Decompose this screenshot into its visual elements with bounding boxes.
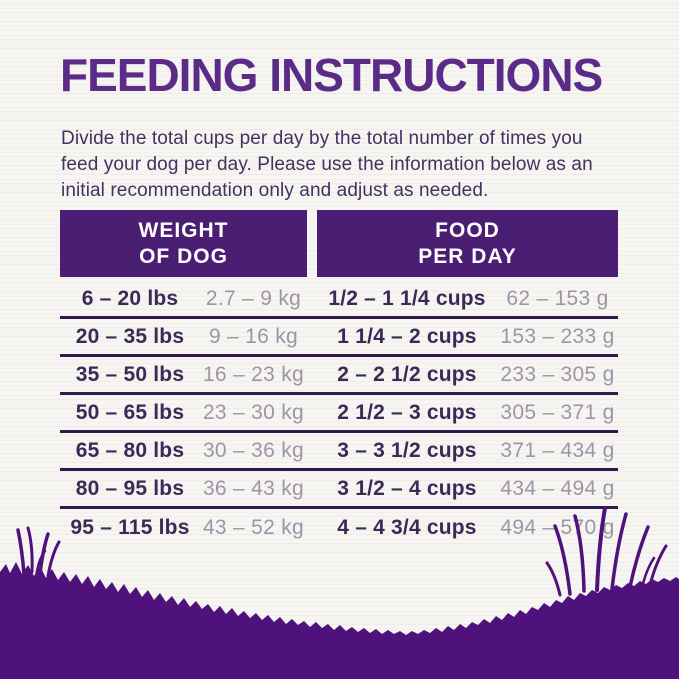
weight-kg: 2.7 – 9 kg (205, 286, 302, 310)
table-body: 6 – 20 lbs 2.7 – 9 kg 1/2 – 1 1/4 cups 6… (60, 281, 618, 547)
header-food-line2: PER DAY (418, 244, 517, 268)
header-food-per-day: FOOD PER DAY (317, 210, 618, 277)
header-weight-line1: WEIGHT (138, 218, 229, 242)
table-row: 95 – 115 lbs 43 – 52 kg 4 – 4 3/4 cups 4… (60, 509, 618, 547)
intro-text: Divide the total cups per day by the tot… (61, 128, 593, 201)
weight-lbs: 80 – 95 lbs (75, 476, 185, 500)
food-cups: 3 – 3 1/2 cups (337, 438, 477, 462)
weight-lbs: 6 – 20 lbs (81, 286, 179, 310)
page-title: FEEDING INSTRUCTIONS (60, 49, 603, 101)
weight-kg: 30 – 36 kg (202, 438, 305, 462)
table-row: 65 – 80 lbs 30 – 36 kg 3 – 3 1/2 cups 37… (60, 433, 618, 471)
food-grams: 434 – 494 g (500, 476, 615, 500)
food-grams: 233 – 305 g (500, 362, 615, 386)
grass-hill (0, 562, 679, 679)
food-cups: 3 1/2 – 4 cups (337, 476, 477, 500)
feeding-table: WEIGHT OF DOG FOOD PER DAY 6 – 20 lbs 2.… (60, 210, 618, 547)
table-row: 6 – 20 lbs 2.7 – 9 kg 1/2 – 1 1/4 cups 6… (60, 281, 618, 319)
weight-kg: 43 – 52 kg (202, 516, 305, 539)
food-cups: 4 – 4 3/4 cups (337, 516, 477, 539)
food-cups: 1 1/4 – 2 cups (337, 324, 477, 348)
table-row: 80 – 95 lbs 36 – 43 kg 3 1/2 – 4 cups 43… (60, 471, 618, 509)
table-row: 35 – 50 lbs 16 – 23 kg 2 – 2 1/2 cups 23… (60, 357, 618, 395)
header-weight-line2: OF DOG (139, 244, 228, 268)
food-cups: 2 – 2 1/2 cups (337, 362, 477, 386)
weight-lbs: 65 – 80 lbs (75, 438, 185, 462)
weight-kg: 23 – 30 kg (202, 400, 305, 424)
table-row: 20 – 35 lbs 9 – 16 kg 1 1/4 – 2 cups 153… (60, 319, 618, 357)
table-header-row: WEIGHT OF DOG FOOD PER DAY (60, 210, 618, 277)
weight-lbs: 35 – 50 lbs (75, 362, 185, 386)
weight-kg: 36 – 43 kg (202, 476, 305, 500)
header-food-line1: FOOD (435, 218, 500, 242)
food-cups: 1/2 – 1 1/4 cups (328, 286, 486, 310)
food-grams: 62 – 153 g (506, 286, 609, 310)
weight-lbs: 50 – 65 lbs (75, 400, 185, 424)
food-grams: 371 – 434 g (500, 438, 615, 462)
table-row: 50 – 65 lbs 23 – 30 kg 2 1/2 – 3 cups 30… (60, 395, 618, 433)
weight-lbs: 95 – 115 lbs (70, 516, 190, 539)
food-grams: 305 – 371 g (500, 400, 615, 424)
food-cups: 2 1/2 – 3 cups (337, 400, 477, 424)
weight-kg: 16 – 23 kg (202, 362, 305, 386)
header-weight-of-dog: WEIGHT OF DOG (60, 210, 307, 277)
weight-kg: 9 – 16 kg (208, 324, 299, 348)
weight-lbs: 20 – 35 lbs (75, 324, 185, 348)
food-grams: 153 – 233 g (500, 324, 615, 348)
food-grams: 494 – 570 g (500, 516, 615, 539)
